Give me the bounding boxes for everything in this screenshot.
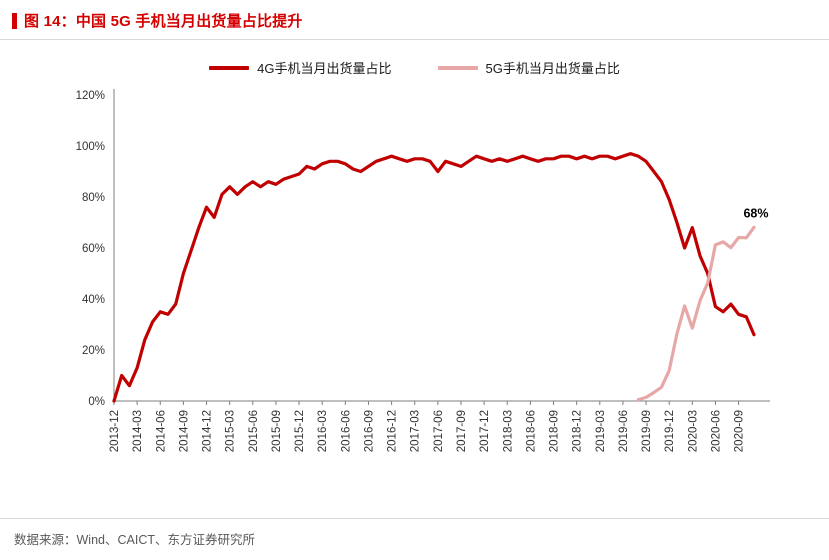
x-tick-label: 2016-09: [363, 410, 375, 452]
legend-item-4g: 4G手机当月出货量占比: [209, 58, 392, 77]
legend-label-5g: 5G手机当月出货量占比: [485, 61, 620, 76]
line-chart: 0% 20% 40% 60% 80% 100% 120% 2013-12 2014-03 2014…: [42, 83, 829, 480]
x-tick-label: 2020-03: [687, 410, 699, 452]
y-tick-label: 0%: [88, 396, 105, 408]
y-tick-label: 40%: [82, 294, 105, 306]
legend-item-5g: 5G手机当月出货量占比: [437, 58, 620, 77]
line-4g: [112, 152, 756, 403]
chart-legend: 4G手机当月出货量占比 5G手机当月出货量占比: [0, 58, 829, 77]
x-tick-label: 2018-12: [572, 410, 584, 452]
x-tick-label: 2017-03: [410, 410, 422, 452]
x-tick-label: 2019-03: [595, 410, 607, 452]
x-tick-label: 2014-03: [132, 410, 144, 452]
figure-title: 图 14：中国 5G 手机当月出货量占比提升: [24, 13, 303, 30]
figure-header: 图 14：中国 5G 手机当月出货量占比提升: [0, 0, 829, 40]
y-tick-label: 20%: [82, 345, 105, 357]
annotation-final-share: 68%: [743, 206, 768, 220]
x-tick-label: 2017-06: [433, 410, 445, 452]
x-tick-label: 2017-09: [456, 410, 468, 452]
x-tick-label: 2015-12: [294, 410, 306, 452]
x-tick-label: 2018-09: [549, 410, 561, 452]
x-tick-label: 2014-12: [202, 410, 214, 452]
chart-area: 4G手机当月出货量占比 5G手机当月出货量占比 0% 20% 40% 60% 80% 10…: [0, 40, 829, 480]
figure-footer: 数据来源：Wind、CAICT、东方证券研究所: [0, 518, 829, 560]
x-tick-label: 2018-06: [525, 410, 537, 452]
x-tick-label: 2016-03: [317, 410, 329, 452]
x-tick-label: 2019-06: [618, 410, 630, 452]
title-accent-bar: [12, 12, 17, 29]
y-tick-label: 80%: [82, 192, 105, 204]
x-tick-label: 2020-06: [710, 410, 722, 452]
y-tick-label: 60%: [82, 243, 105, 255]
x-tick-label: 2015-09: [271, 410, 283, 452]
line-5g: [636, 225, 756, 402]
y-tick-label: 100%: [76, 141, 105, 153]
legend-swatch-4g: [209, 65, 250, 70]
x-tick-label: 2014-09: [178, 410, 190, 452]
x-tick-label: 2019-12: [664, 410, 676, 452]
x-tick-label: 2019-09: [641, 410, 653, 452]
x-tick-label: 2020-09: [734, 410, 746, 452]
x-tick-label: 2015-03: [225, 410, 237, 452]
line-chart-svg: 0% 20% 40% 60% 80% 100% 120% 2013-12 2014-03 2014…: [76, 89, 770, 452]
y-tick-label: 120%: [76, 90, 105, 102]
legend-swatch-5g: [437, 65, 478, 70]
x-tick-label: 2013-12: [109, 410, 121, 452]
x-tick-label: 2018-03: [502, 410, 514, 452]
x-tick-label: 2016-06: [340, 410, 352, 452]
data-source-note: 数据来源：Wind、CAICT、东方证券研究所: [14, 533, 255, 547]
legend-label-4g: 4G手机当月出货量占比: [257, 61, 392, 76]
x-tick-label: 2017-12: [479, 410, 491, 452]
x-tick-label: 2016-12: [387, 410, 399, 452]
x-tick-label: 2015-06: [248, 410, 260, 452]
x-tick-label: 2014-06: [155, 410, 167, 452]
